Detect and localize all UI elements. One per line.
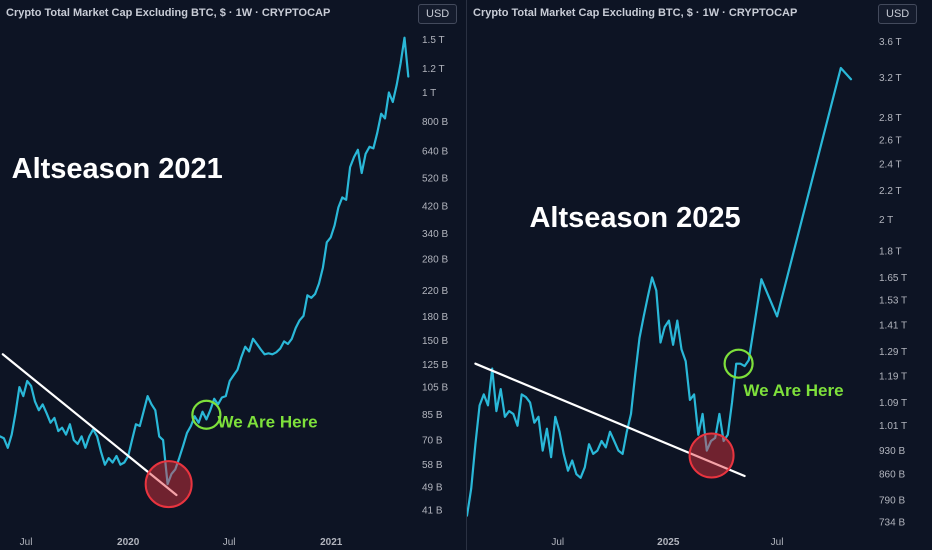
bottom-circle-marker <box>144 460 193 509</box>
currency-button[interactable]: USD <box>418 4 458 24</box>
chart-canvas-right: 3.6 T 3.2 T 2.8 T 2.6 T 2.4 T 2.2 T 2 T 1.8 T 1.… <box>467 37 907 548</box>
y-tick-label: 105 B <box>422 383 448 394</box>
y-tick-label: 420 B <box>422 201 448 212</box>
trendline <box>1 353 178 497</box>
y-tick-label: 3.6 T <box>879 37 902 48</box>
y-tick-label: 800 B <box>422 117 448 128</box>
y-tick-label: 1.29 T <box>879 347 907 358</box>
y-tick-label: 2.6 T <box>879 136 902 147</box>
chart-title: Crypto Total Market Cap Excluding BTC, $… <box>473 7 798 19</box>
y-tick-label: 58 B <box>422 460 443 471</box>
bottom-circle-marker <box>688 432 735 479</box>
y-tick-label: 1.41 T <box>879 320 907 331</box>
altseason-title: Altseason 2021 <box>12 153 223 185</box>
price-series-line <box>467 66 853 517</box>
y-tick-label: 125 B <box>422 360 448 371</box>
y-tick-label: 1.19 T <box>879 372 907 383</box>
y-tick-label: 520 B <box>422 173 448 184</box>
y-tick-label: 1.8 T <box>879 247 902 258</box>
y-tick-label: 2 T <box>879 215 893 226</box>
x-tick-label: Jul <box>551 537 564 548</box>
y-tick-label: 70 B <box>422 436 443 447</box>
y-tick-label: 85 B <box>422 410 443 421</box>
x-tick-label: 2020 <box>117 537 140 548</box>
x-tick-label: 2025 <box>657 537 680 548</box>
x-tick-label: Jul <box>771 537 784 548</box>
y-tick-label: 640 B <box>422 146 448 157</box>
chart-title: Crypto Total Market Cap Excluding BTC, $… <box>6 7 331 19</box>
currency-button[interactable]: USD <box>878 4 918 24</box>
y-tick-label: 41 B <box>422 506 443 517</box>
altseason-title: Altseason 2025 <box>529 202 740 234</box>
y-tick-label: 280 B <box>422 254 448 265</box>
we-are-here-circle <box>191 399 222 430</box>
trendline <box>474 362 746 478</box>
y-tick-label: 220 B <box>422 286 448 297</box>
chart-panel-right: Crypto Total Market Cap Excluding BTC, $… <box>467 0 932 550</box>
y-tick-label: 2.2 T <box>879 186 902 197</box>
x-tick-label: Jul <box>20 537 33 548</box>
y-tick-label: 1.65 T <box>879 273 907 284</box>
y-tick-label: 1.53 T <box>879 296 907 307</box>
y-tick-label: 3.2 T <box>879 73 902 84</box>
y-tick-label: 790 B <box>879 495 905 506</box>
y-tick-label: 1.2 T <box>422 64 445 75</box>
y-tick-label: 930 B <box>879 446 905 457</box>
y-tick-label: 860 B <box>879 470 905 481</box>
y-tick-label: 1.5 T <box>422 35 445 46</box>
y-tick-label: 340 B <box>422 229 448 240</box>
y-tick-label: 2.8 T <box>879 113 902 124</box>
chart-panel-left: Crypto Total Market Cap Excluding BTC, $… <box>0 4 458 548</box>
y-tick-label: 2.4 T <box>879 160 902 171</box>
chart-canvas-left: 1.5 T 1.2 T 1 T 800 B 640 B 520 B 420 B 340 B 28… <box>0 35 448 548</box>
we-are-here-circle <box>723 348 754 379</box>
y-tick-label: 734 B <box>879 518 905 529</box>
y-tick-label: 1.01 T <box>879 421 907 432</box>
y-tick-label: 1.09 T <box>879 398 907 409</box>
y-tick-label: 150 B <box>422 336 448 347</box>
we-are-here-label: We Are Here <box>743 381 843 400</box>
x-tick-label: 2021 <box>320 537 343 548</box>
y-tick-label: 1 T <box>422 88 436 99</box>
panel-divider <box>466 0 467 550</box>
we-are-here-label: We Are Here <box>217 413 317 432</box>
y-tick-label: 180 B <box>422 312 448 323</box>
y-tick-label: 49 B <box>422 482 443 493</box>
price-series-line <box>0 36 410 486</box>
x-tick-label: Jul <box>223 537 236 548</box>
